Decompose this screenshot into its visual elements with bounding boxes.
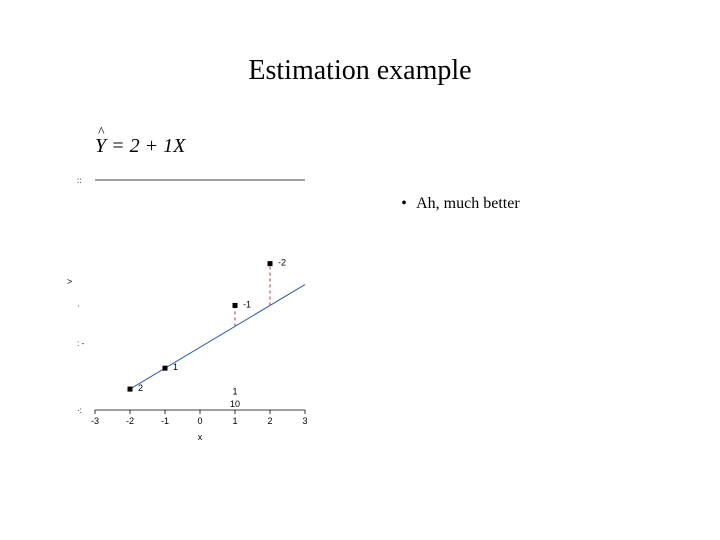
x-tick-label: 2 [267, 416, 272, 426]
x-tick-label: -1 [161, 416, 169, 426]
y-hat-symbol: ^ [98, 125, 105, 141]
equation-rhs: = 2 + 1X [106, 135, 185, 157]
data-point [233, 303, 238, 308]
x-axis-label: x [198, 432, 203, 442]
x-tick-label: 1 [232, 416, 237, 426]
data-point [268, 261, 273, 266]
bullet-item: • Ah, much better [395, 195, 520, 213]
chart-extra-label: 1 [232, 386, 237, 396]
y-cap-label: ·: [77, 406, 82, 415]
y-cap-label: : - [77, 339, 84, 348]
regression-line [130, 285, 305, 390]
data-point [163, 366, 168, 371]
y-axis-label: > [67, 277, 72, 287]
y-cap-label: :: [77, 176, 81, 185]
regression-equation: ^ Y = 2 + 1X [95, 135, 185, 158]
x-tick-label: -2 [126, 416, 134, 426]
data-point-label: 1 [173, 362, 178, 372]
bullet-dot: • [395, 195, 413, 213]
bullet-text: Ah, much better [416, 195, 520, 212]
y-cap-label: · [77, 301, 80, 310]
chart-svg: -3-2-10123x>::·: -·:-2-112110 [65, 170, 345, 500]
x-tick-label: 3 [302, 416, 307, 426]
data-point-label: 2 [138, 383, 143, 393]
data-point [128, 387, 133, 392]
chart-extra-label: 10 [230, 399, 240, 409]
slide: Estimation example ^ Y = 2 + 1X • Ah, mu… [0, 0, 720, 540]
scatter-chart: -3-2-10123x>::·: -·:-2-112110 [65, 170, 345, 500]
x-tick-label: 0 [197, 416, 202, 426]
data-point-label: -1 [243, 299, 251, 309]
data-point-label: -2 [278, 258, 286, 268]
x-tick-label: -3 [91, 416, 99, 426]
page-title: Estimation example [0, 55, 720, 87]
